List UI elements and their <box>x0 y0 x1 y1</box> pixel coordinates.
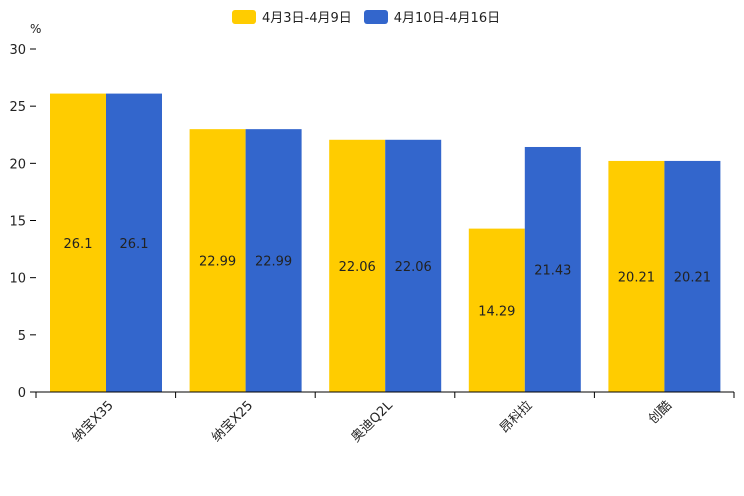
bar-series-2-3 <box>385 139 442 392</box>
x-category-label-1: 纳宝X35 <box>70 398 117 445</box>
data-label-series-1-2: 22.99 <box>199 255 236 270</box>
bar-series-2-5 <box>664 160 721 392</box>
bar-series-1-5 <box>608 160 665 392</box>
y-tick-label-6: 30 <box>9 43 26 58</box>
data-label-series-2-3: 22.06 <box>395 260 432 275</box>
bar-series-1-1 <box>50 93 106 392</box>
data-label-series-1-3: 22.06 <box>339 260 376 275</box>
legend-item-series-1[interactable]: 4月3日-4月9日 <box>232 7 352 26</box>
bar-series-2-2 <box>245 129 302 393</box>
legend-label-series-1: 4月3日-4月9日 <box>262 11 352 26</box>
legend-item-series-2[interactable]: 4月10日-4月16日 <box>363 7 501 26</box>
bar-series-2-1 <box>106 93 162 392</box>
data-label-series-1-5: 20.21 <box>618 270 655 285</box>
bar-series-1-2 <box>189 129 246 393</box>
data-label-series-2-5: 20.21 <box>674 270 711 285</box>
data-label-series-1-4: 14.29 <box>478 304 515 319</box>
bar-series-1-3 <box>329 139 386 392</box>
legend: 4月3日-4月9日 4月10日-4月16日 <box>232 7 500 26</box>
data-label-series-2-1: 26.1 <box>120 237 149 252</box>
y-tick-label-0: 0 <box>18 386 26 401</box>
y-axis-unit: % <box>30 22 42 36</box>
data-label-series-1-1: 26.1 <box>64 237 93 252</box>
y-tick-label-1: 5 <box>18 329 26 344</box>
data-label-series-2-4: 21.43 <box>534 263 571 278</box>
y-tick-label-4: 20 <box>9 157 26 172</box>
x-category-label-4: 昂科拉 <box>497 398 535 436</box>
y-tick-label-5: 25 <box>9 100 26 115</box>
x-category-label-3: 奥迪Q2L <box>349 398 397 446</box>
data-label-series-2-2: 22.99 <box>255 255 292 270</box>
legend-label-series-2: 4月10日-4月16日 <box>393 11 501 26</box>
bar-series-1-4 <box>468 228 525 392</box>
legend-swatch-series-2 <box>363 9 388 24</box>
y-tick-label-2: 10 <box>9 272 26 287</box>
bar-series-2-4 <box>524 146 581 392</box>
x-category-label-2: 纳宝X25 <box>209 398 256 445</box>
legend-swatch-series-1 <box>232 9 256 24</box>
y-tick-label-3: 15 <box>9 215 26 230</box>
x-category-label-5: 创酷 <box>646 398 675 427</box>
